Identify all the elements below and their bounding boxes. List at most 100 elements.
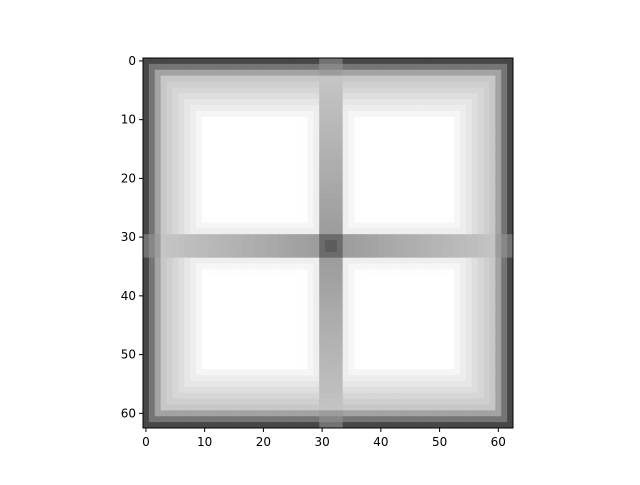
- heatmap-cell: [360, 157, 367, 165]
- heatmap-cell: [413, 357, 420, 364]
- heatmap-cell: [395, 116, 402, 123]
- heatmap-cell: [430, 392, 438, 400]
- heatmap-cell: [143, 234, 150, 241]
- heatmap-cell: [195, 198, 203, 206]
- heatmap-cell: [213, 298, 220, 306]
- heatmap-cell: [313, 175, 320, 182]
- heatmap-cell: [442, 240, 449, 247]
- heatmap-cell: [430, 369, 438, 376]
- heatmap-cell: [401, 104, 408, 112]
- heatmap-cell: [395, 422, 402, 429]
- heatmap-cell: [489, 116, 496, 123]
- heatmap-cell: [413, 116, 420, 123]
- heatmap-cell: [354, 104, 361, 112]
- heatmap-cell: [184, 169, 191, 176]
- heatmap-cell: [454, 334, 461, 341]
- heatmap-cell: [231, 304, 238, 311]
- heatmap-cell: [189, 134, 197, 141]
- heatmap-cell: [501, 257, 508, 264]
- heatmap-cell: [413, 381, 420, 388]
- heatmap-cell: [360, 93, 367, 100]
- heatmap-cell: [442, 339, 449, 347]
- heatmap-cell: [495, 204, 502, 212]
- heatmap-cell: [278, 269, 285, 276]
- heatmap-cell: [154, 422, 162, 429]
- heatmap-cell: [166, 275, 173, 282]
- heatmap-cell: [401, 392, 408, 400]
- heatmap-cell: [407, 351, 414, 358]
- heatmap-cell: [483, 375, 490, 382]
- heatmap-cell: [413, 298, 420, 306]
- heatmap-cell: [389, 93, 396, 100]
- heatmap-cell: [395, 363, 402, 370]
- heatmap-cell: [231, 281, 238, 288]
- x-tick-label: 50: [432, 435, 447, 449]
- heatmap-cell: [401, 304, 408, 311]
- heatmap-cell: [301, 93, 308, 100]
- heatmap-cell: [254, 292, 261, 300]
- heatmap-cell: [471, 157, 479, 165]
- heatmap-cell: [489, 69, 496, 77]
- heatmap-cell: [383, 151, 391, 159]
- heatmap-cell: [407, 198, 414, 206]
- heatmap-cell: [231, 134, 238, 141]
- heatmap-cell: [242, 110, 250, 118]
- heatmap-cell: [313, 322, 320, 329]
- heatmap-cell: [454, 287, 461, 294]
- heatmap-cell: [184, 357, 191, 364]
- heatmap-cell: [301, 257, 308, 264]
- heatmap-cell: [407, 369, 414, 376]
- heatmap-cell: [166, 104, 173, 112]
- heatmap-cell: [313, 216, 320, 223]
- y-tick-label: 60: [121, 406, 136, 420]
- heatmap-cell: [219, 339, 226, 347]
- heatmap-cell: [231, 81, 238, 88]
- heatmap-cell: [207, 351, 214, 358]
- heatmap-cell: [289, 369, 297, 376]
- heatmap-cell: [189, 93, 197, 100]
- heatmap-cell: [442, 198, 449, 206]
- heatmap-cell: [360, 292, 367, 300]
- heatmap-cell: [195, 398, 203, 405]
- heatmap-cell: [178, 316, 185, 323]
- heatmap-cell: [477, 269, 485, 276]
- heatmap-cell: [283, 69, 291, 77]
- heatmap-cell: [442, 228, 449, 235]
- heatmap-cell: [225, 269, 232, 276]
- heatmap-cell: [272, 251, 279, 259]
- heatmap-cell: [172, 210, 179, 217]
- heatmap-cell: [477, 204, 485, 212]
- heatmap-cell: [295, 392, 302, 400]
- heatmap-cell: [360, 345, 367, 353]
- heatmap-cell: [207, 328, 214, 335]
- heatmap-cell: [266, 69, 273, 77]
- heatmap-cell: [430, 404, 438, 411]
- heatmap-cell: [401, 93, 408, 100]
- heatmap-cell: [436, 422, 443, 429]
- heatmap-cell: [289, 110, 297, 118]
- heatmap-cell: [184, 416, 191, 423]
- heatmap-cell: [442, 310, 449, 317]
- heatmap-cell: [383, 292, 391, 300]
- heatmap-cell: [395, 304, 402, 311]
- heatmap-cell: [489, 222, 496, 229]
- heatmap-cell: [154, 181, 162, 188]
- heatmap-cell: [242, 322, 250, 329]
- heatmap-cell: [278, 304, 285, 311]
- heatmap-cell: [272, 175, 279, 182]
- heatmap-cell: [160, 146, 167, 153]
- heatmap-cell: [219, 263, 226, 270]
- heatmap-cell: [195, 99, 203, 106]
- heatmap-cell: [184, 104, 191, 112]
- heatmap-cell: [383, 175, 391, 182]
- heatmap-cell: [219, 99, 226, 106]
- heatmap-cell: [166, 392, 173, 400]
- heatmap-cell: [430, 381, 438, 388]
- heatmap-cell: [430, 104, 438, 112]
- heatmap-cell: [454, 386, 461, 394]
- heatmap-cell: [495, 339, 502, 347]
- heatmap-cell: [395, 351, 402, 358]
- heatmap-cell: [454, 104, 461, 112]
- heatmap-cell: [424, 193, 432, 200]
- heatmap-cell: [307, 87, 314, 94]
